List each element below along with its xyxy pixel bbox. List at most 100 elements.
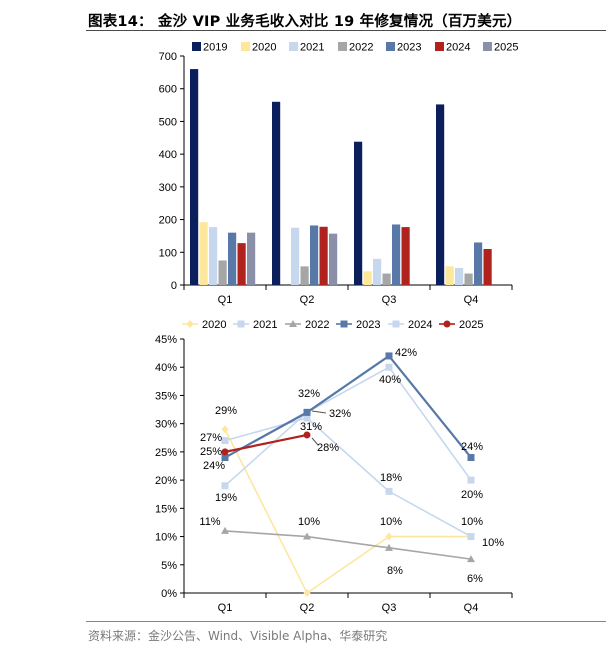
bar-2020-Q1: [199, 222, 208, 285]
figure-title: 图表14： 金沙 VIP 业务毛收入对比 19 年修复情况（百万美元）: [88, 14, 522, 30]
label-2024-Q1: 19%: [215, 492, 237, 504]
bar-2024-Q3: [401, 227, 410, 285]
bar-2022-Q1: [218, 260, 227, 285]
legend-swatch-2022: [338, 42, 347, 51]
point-2021-Q1: [221, 437, 229, 445]
point-2022-Q2: [303, 532, 311, 540]
point-2021-Q3: [385, 487, 393, 495]
y-tick-label: 40%: [155, 362, 177, 374]
label-2022-Q1: 11%: [199, 516, 220, 528]
label-2021-Q3: 18%: [380, 472, 402, 484]
y-tick-label: 30%: [155, 419, 177, 431]
x-tick-label-Q3: Q3: [382, 602, 397, 614]
bar-chart: 2019 2020 2021 2022 2023 2024 2025 0 100 200 300 40…: [159, 42, 519, 307]
legend-swatch-2019: [192, 42, 201, 51]
label-2023-Q4: 24%: [461, 441, 483, 453]
legend-swatch-2024: [435, 42, 444, 51]
label-2024-Q2: 32%: [298, 388, 320, 400]
bar-2024-Q1: [237, 243, 246, 285]
bar-2022-Q3: [382, 273, 391, 285]
point-2023-Q2: [303, 408, 311, 416]
source-rule: [86, 621, 606, 622]
label-2022-Q3: 8%: [387, 565, 403, 577]
point-2024-Q4: [467, 476, 475, 484]
y-tick-label: 0: [171, 280, 177, 292]
y-tick-label: 45%: [155, 334, 177, 346]
point-2021-Q2: [303, 414, 311, 422]
bar-2019-Q1: [190, 69, 199, 285]
bar-2022-Q2: [300, 266, 309, 285]
point-2024-Q1: [221, 482, 229, 490]
series-line-2020: [224, 428, 471, 595]
series-line-2025: [224, 433, 308, 453]
x-tick-label-Q1: Q1: [218, 602, 233, 614]
label-2025-Q2: 28%: [317, 442, 339, 454]
y-tick-label: 0%: [161, 588, 177, 600]
label-2024-Q4: 20%: [461, 489, 483, 501]
y-tick-label: 500: [159, 116, 177, 128]
point-2021-Q4: [467, 533, 475, 541]
legend-marker-2023: [340, 320, 348, 328]
bar-2021-Q4: [455, 267, 464, 285]
label-2021-Q1: 27%: [200, 432, 222, 444]
point-2020-Q3: [385, 532, 393, 541]
bar-2023-Q4: [474, 242, 483, 285]
bar-2021-Q3: [373, 258, 382, 285]
point-2022-Q3: [385, 543, 393, 551]
label-2020-Q4: 10%: [482, 537, 504, 549]
label-2023-Q3: 42%: [395, 347, 417, 359]
point-2022-Q4: [467, 555, 475, 563]
y-tick-label: 600: [159, 84, 177, 96]
point-2022-Q1: [221, 526, 229, 534]
legend-label-2019: 2019: [203, 42, 227, 54]
legend-label-2022: 2022: [349, 42, 373, 54]
y-tick-label: 10%: [155, 532, 177, 544]
y-tick-label: 300: [159, 182, 177, 194]
label-2021-Q2: 31%: [300, 421, 322, 433]
legend-label-2021: 2021: [253, 319, 277, 331]
bar-2023-Q2: [310, 225, 319, 285]
bar-2019-Q2: [272, 101, 281, 285]
bar-2021-Q2: [291, 227, 300, 285]
legend-swatch-2023: [386, 42, 395, 51]
y-tick-label: 35%: [155, 390, 177, 402]
label-2020-Q1: 29%: [215, 405, 237, 417]
y-tick-label: 20%: [155, 475, 177, 487]
legend-label-2020: 2020: [252, 42, 276, 54]
bar-2022-Q4: [464, 273, 473, 285]
y-tick-label: 5%: [161, 560, 177, 572]
x-tick-label-Q2: Q2: [300, 294, 315, 306]
legend-label-2022: 2022: [305, 319, 329, 331]
point-2024-Q3: [385, 363, 393, 371]
legend-marker-2025: [443, 320, 451, 328]
label-leader-2025-Q2: [311, 437, 319, 446]
bar-2019-Q3: [354, 141, 363, 285]
point-2020-Q1: [221, 425, 229, 434]
title-rule: [86, 30, 606, 31]
bar-2021-Q1: [209, 227, 218, 285]
legend-label-2020: 2020: [202, 319, 226, 331]
label-2022-Q4-low: 6%: [467, 573, 483, 585]
bar-2023-Q3: [392, 224, 401, 285]
label-2023-Q1: 24%: [203, 460, 225, 472]
legend-label-2023: 2023: [356, 319, 380, 331]
label-2025-Q1: 25%: [200, 446, 222, 458]
x-tick-label-Q4: Q4: [464, 294, 479, 306]
label-2022-Q2: 10%: [298, 516, 320, 528]
y-tick-label: 200: [159, 215, 177, 227]
y-tick-label: 25%: [155, 447, 177, 459]
y-tick-label: 700: [159, 51, 177, 63]
point-2020-Q2: [303, 589, 311, 597]
legend-swatch-2025: [483, 42, 492, 51]
label-2024-Q3: 40%: [379, 374, 401, 386]
legend-label-2024: 2024: [446, 42, 470, 54]
legend-marker-2020: [186, 320, 194, 328]
legend-swatch-2020: [241, 42, 250, 51]
series-line-2024: [224, 366, 472, 487]
legend-swatch-2021: [289, 42, 298, 51]
bar-2024-Q2: [319, 226, 328, 285]
series-line-2023: [224, 354, 472, 459]
x-tick-label-Q3: Q3: [382, 294, 397, 306]
y-tick-label: 400: [159, 149, 177, 161]
x-tick-label-Q2: Q2: [300, 602, 315, 614]
